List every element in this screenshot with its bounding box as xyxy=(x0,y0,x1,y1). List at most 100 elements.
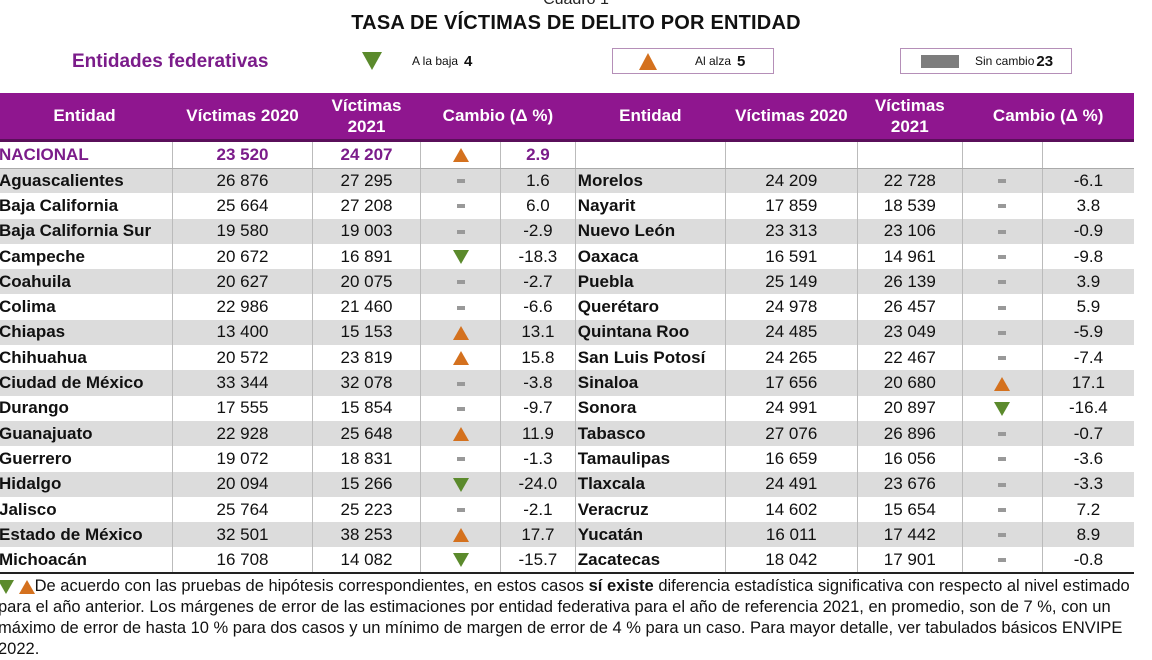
cell-name: Sonora xyxy=(574,395,726,421)
cell-change: -9.7 xyxy=(500,395,576,421)
cell-trend xyxy=(420,547,501,574)
cell-change: 7.2 xyxy=(1041,496,1134,523)
cell-name: Estado de México xyxy=(0,522,173,548)
cell-name: Jalisco xyxy=(0,496,173,523)
no-change-icon xyxy=(456,229,465,234)
cell-change: -18.3 xyxy=(500,243,576,270)
cell-v2021: 16 056 xyxy=(856,446,963,472)
cell-v2020: 17 859 xyxy=(724,193,858,219)
cell-trend xyxy=(961,319,1043,346)
cell-trend xyxy=(961,294,1043,320)
cell-change: -0.7 xyxy=(1041,420,1134,447)
nacional-v2021: 24 207 xyxy=(312,140,421,169)
triangle-up-icon xyxy=(18,579,35,594)
cell-trend xyxy=(961,218,1043,244)
col-v2021: Víctimas 2021 xyxy=(312,93,421,142)
footnote: De acuerdo con las pruebas de hipótesis … xyxy=(0,576,1148,660)
no-change-icon xyxy=(456,179,465,184)
cell-name: Aguascalientes xyxy=(0,168,173,194)
cell-change: -15.7 xyxy=(500,547,576,574)
no-change-icon xyxy=(456,305,465,310)
cell-change: -3.8 xyxy=(500,370,576,396)
cell-trend xyxy=(961,193,1043,219)
cell-v2021: 22 467 xyxy=(856,345,963,371)
cell-trend xyxy=(420,370,501,396)
cell-trend xyxy=(420,319,501,346)
cell-v2021: 20 897 xyxy=(856,395,963,421)
cell-change: 6.0 xyxy=(500,193,576,219)
no-change-icon xyxy=(456,204,465,209)
cell-v2021: 26 896 xyxy=(856,420,963,447)
cell-trend xyxy=(420,218,501,244)
table-number: Cuadro 1 xyxy=(0,0,1152,9)
nacional-trend xyxy=(420,140,501,169)
legend-same-label: Sin cambio xyxy=(975,54,1035,68)
table-row: Campeche 20 672 16 891 -18.3 Oaxaca 16 591 14 … xyxy=(0,243,1134,270)
cell-name: Querétaro xyxy=(574,294,726,320)
no-change-icon xyxy=(998,533,1007,538)
triangle-down-icon xyxy=(0,579,14,594)
cell-name: Hidalgo xyxy=(0,471,173,497)
cell-v2020: 23 313 xyxy=(724,218,858,244)
no-change-icon xyxy=(998,457,1007,462)
cell-change: -24.0 xyxy=(500,471,576,497)
col-entidad: Entidad xyxy=(0,93,173,142)
cell-v2020: 24 491 xyxy=(724,471,858,497)
cell-trend xyxy=(961,243,1043,270)
col-v2021-2: Víctimas 2021 xyxy=(857,93,963,142)
cell-v2020: 16 011 xyxy=(724,522,858,548)
cell-name: Chihuahua xyxy=(0,345,173,371)
triangle-down-icon xyxy=(452,250,469,265)
cell-v2021: 14 961 xyxy=(856,243,963,270)
cell-v2021: 18 831 xyxy=(312,446,421,472)
cell-change: 3.9 xyxy=(1041,269,1134,295)
cell-change: -3.6 xyxy=(1041,446,1134,472)
cell-v2021: 15 654 xyxy=(856,496,963,523)
cell-name: Yucatán xyxy=(574,522,726,548)
cell-v2020: 24 991 xyxy=(724,395,858,421)
cell-change: 11.9 xyxy=(500,420,576,447)
cell-trend xyxy=(420,395,501,421)
cell-v2020: 13 400 xyxy=(172,319,313,346)
triangle-up-icon xyxy=(452,325,469,340)
no-change-icon xyxy=(998,280,1007,285)
row-nacional: NACIONAL 23 520 24 207 2.9 xyxy=(0,140,1134,169)
cell-v2020: 33 344 xyxy=(172,370,313,396)
cell-change: -0.8 xyxy=(1041,547,1134,574)
cell-v2021: 23 106 xyxy=(856,218,963,244)
cell-name: Oaxaca xyxy=(574,243,726,270)
no-change-icon xyxy=(998,356,1007,361)
cell-v2020: 18 042 xyxy=(724,547,858,574)
cell-change: 17.1 xyxy=(1041,370,1134,396)
cell-v2020: 17 656 xyxy=(724,370,858,396)
no-change-icon xyxy=(998,179,1007,184)
cell-change: -5.9 xyxy=(1041,319,1134,346)
table-row: Chiapas 13 400 15 153 13.1 Quintana Roo 24 48… xyxy=(0,319,1134,346)
cell-trend xyxy=(420,446,501,472)
cell-name: Veracruz xyxy=(574,496,726,523)
cell-v2020: 16 591 xyxy=(724,243,858,270)
no-change-icon xyxy=(998,508,1007,513)
triangle-up-icon xyxy=(639,52,657,70)
cell-v2021: 14 082 xyxy=(312,547,421,574)
cell-name: Tamaulipas xyxy=(574,446,726,472)
legend-up-label: Al alza xyxy=(695,54,732,68)
cell-name: Baja California Sur xyxy=(0,218,173,244)
table-row: Aguascalientes 26 876 27 295 1.6 Morelos 24 2… xyxy=(0,168,1134,194)
cell-change: -1.3 xyxy=(500,446,576,472)
cell-v2021: 25 223 xyxy=(312,496,421,523)
cell-v2021: 26 139 xyxy=(856,269,963,295)
cell-trend xyxy=(961,420,1043,447)
cell-change: 13.1 xyxy=(500,319,576,346)
legend-label: Entidades federativas xyxy=(72,51,269,72)
cell-name: Morelos xyxy=(574,168,726,194)
cell-change: 17.7 xyxy=(500,522,576,548)
cell-v2021: 17 901 xyxy=(856,547,963,574)
cell-name: Chiapas xyxy=(0,319,173,346)
cell-v2021: 18 539 xyxy=(856,193,963,219)
cell-v2020: 24 265 xyxy=(724,345,858,371)
cell-trend xyxy=(961,269,1043,295)
table-row: Coahuila 20 627 20 075 -2.7 Puebla 25 149 26 1… xyxy=(0,269,1134,295)
cell-change: 1.6 xyxy=(500,168,576,194)
cell-v2021: 15 854 xyxy=(312,395,421,421)
